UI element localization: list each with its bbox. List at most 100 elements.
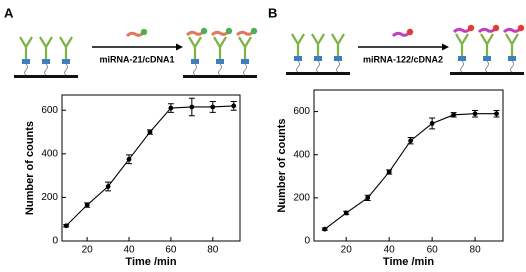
target-strand: [235, 30, 255, 37]
tether: [193, 63, 197, 76]
scheme-label: miRNA-122/cDNA2: [363, 54, 443, 64]
tag: [225, 27, 233, 35]
substrate: [14, 75, 78, 78]
linker: [458, 56, 466, 61]
tag: [200, 27, 208, 35]
antibody: [291, 33, 305, 56]
linker: [508, 56, 516, 61]
tag: [406, 28, 414, 36]
data-point: [63, 223, 69, 229]
antibody: [59, 36, 73, 59]
data-point: [322, 226, 328, 232]
data-point: [343, 210, 349, 216]
substrate: [183, 75, 257, 78]
data-point: [126, 156, 132, 162]
y-tick-label: 200: [41, 192, 58, 203]
x-tick-label: 20: [341, 245, 353, 256]
linker: [42, 59, 50, 64]
tag: [250, 27, 258, 35]
linker: [241, 59, 249, 64]
target-strand: [185, 30, 205, 37]
data-point: [494, 111, 499, 117]
tether: [316, 60, 320, 73]
tether: [24, 63, 28, 76]
tether: [64, 63, 68, 76]
antibody: [505, 33, 519, 56]
linker: [314, 56, 322, 61]
target-strand: [452, 27, 472, 34]
data-point: [472, 111, 478, 117]
x-axis-label: Time /min: [383, 256, 434, 267]
scheme-label: miRNA-21/cDNA1: [99, 54, 174, 64]
tether: [460, 60, 464, 73]
substrate: [286, 72, 350, 75]
y-tick-label: 400: [41, 148, 58, 159]
x-tick-label: 80: [207, 245, 219, 256]
y-tick-label: 600: [293, 106, 310, 117]
data-point: [365, 195, 371, 201]
x-tick-label: 60: [165, 245, 177, 256]
tag: [140, 28, 148, 36]
tether: [485, 60, 489, 73]
tether: [296, 60, 300, 73]
target-strand: [502, 27, 522, 34]
data-point: [105, 184, 111, 189]
x-tick-label: 80: [470, 245, 482, 256]
arrow-head: [442, 43, 449, 51]
x-tick-label: 40: [123, 245, 135, 256]
antibody: [480, 33, 494, 56]
y-axis-label: Number of counts: [276, 118, 288, 212]
data-point: [408, 138, 414, 144]
data-point: [168, 105, 174, 111]
panel-label: B: [268, 5, 277, 20]
data-point: [147, 129, 153, 135]
data-point: [210, 104, 216, 110]
tag: [492, 24, 500, 32]
linker: [334, 56, 342, 61]
target-strand: [391, 31, 411, 38]
y-tick-label: 200: [293, 192, 310, 203]
antibody: [455, 33, 469, 56]
tether: [243, 63, 247, 76]
tag: [467, 24, 475, 32]
data-point: [451, 112, 457, 118]
data-line: [65, 105, 234, 227]
antibody: [39, 36, 53, 59]
antibody: [188, 36, 202, 59]
antibody: [213, 36, 227, 59]
tether: [336, 60, 340, 73]
tag: [517, 24, 525, 32]
target-strand: [125, 31, 145, 38]
plot-frame: [61, 94, 241, 242]
data-point: [84, 202, 90, 208]
tether: [44, 63, 48, 76]
linker: [62, 59, 70, 64]
y-tick-label: 600: [41, 105, 58, 116]
data-point: [189, 104, 195, 110]
target-strand: [210, 30, 230, 37]
data-point: [429, 121, 435, 126]
tether: [218, 63, 222, 76]
x-tick-label: 40: [384, 245, 396, 256]
x-tick-label: 60: [427, 245, 439, 256]
x-tick-label: 20: [82, 245, 94, 256]
tether: [510, 60, 514, 73]
y-tick-label: 0: [304, 236, 310, 247]
y-tick-label: 400: [293, 149, 310, 160]
arrow-head: [176, 43, 183, 51]
plot-frame: [313, 89, 504, 242]
antibody: [238, 36, 252, 59]
antibody: [19, 36, 33, 59]
linker: [216, 59, 224, 64]
y-axis-label: Number of counts: [24, 121, 36, 215]
data-line: [324, 113, 497, 230]
data-point: [231, 103, 237, 109]
linker: [22, 59, 30, 64]
data-point: [386, 169, 392, 175]
linker: [483, 56, 491, 61]
linker: [191, 59, 199, 64]
y-tick-label: 0: [52, 236, 58, 247]
panel-label: A: [4, 5, 14, 20]
target-strand: [477, 27, 497, 34]
